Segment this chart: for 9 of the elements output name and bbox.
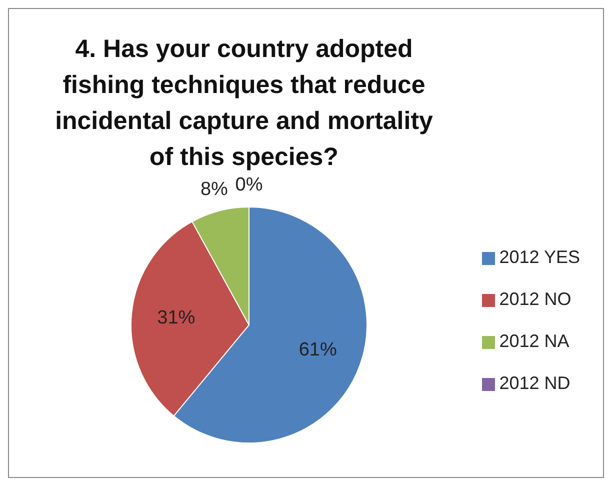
- data-label: 8%: [200, 178, 228, 200]
- legend-label: 2012 YES: [499, 247, 580, 267]
- legend-label: 2012 NO: [499, 289, 572, 309]
- text: 0%: [235, 174, 263, 196]
- legend-label: 2012 ND: [499, 373, 570, 393]
- legend-label: 2012 NA: [499, 331, 570, 351]
- data-label: 31%: [157, 308, 196, 329]
- data-label: 61%: [298, 339, 337, 360]
- chart-title: 4. Has your country adopted fishing techniques that reduce incidental capture and mortality of this species?: [54, 34, 434, 173]
